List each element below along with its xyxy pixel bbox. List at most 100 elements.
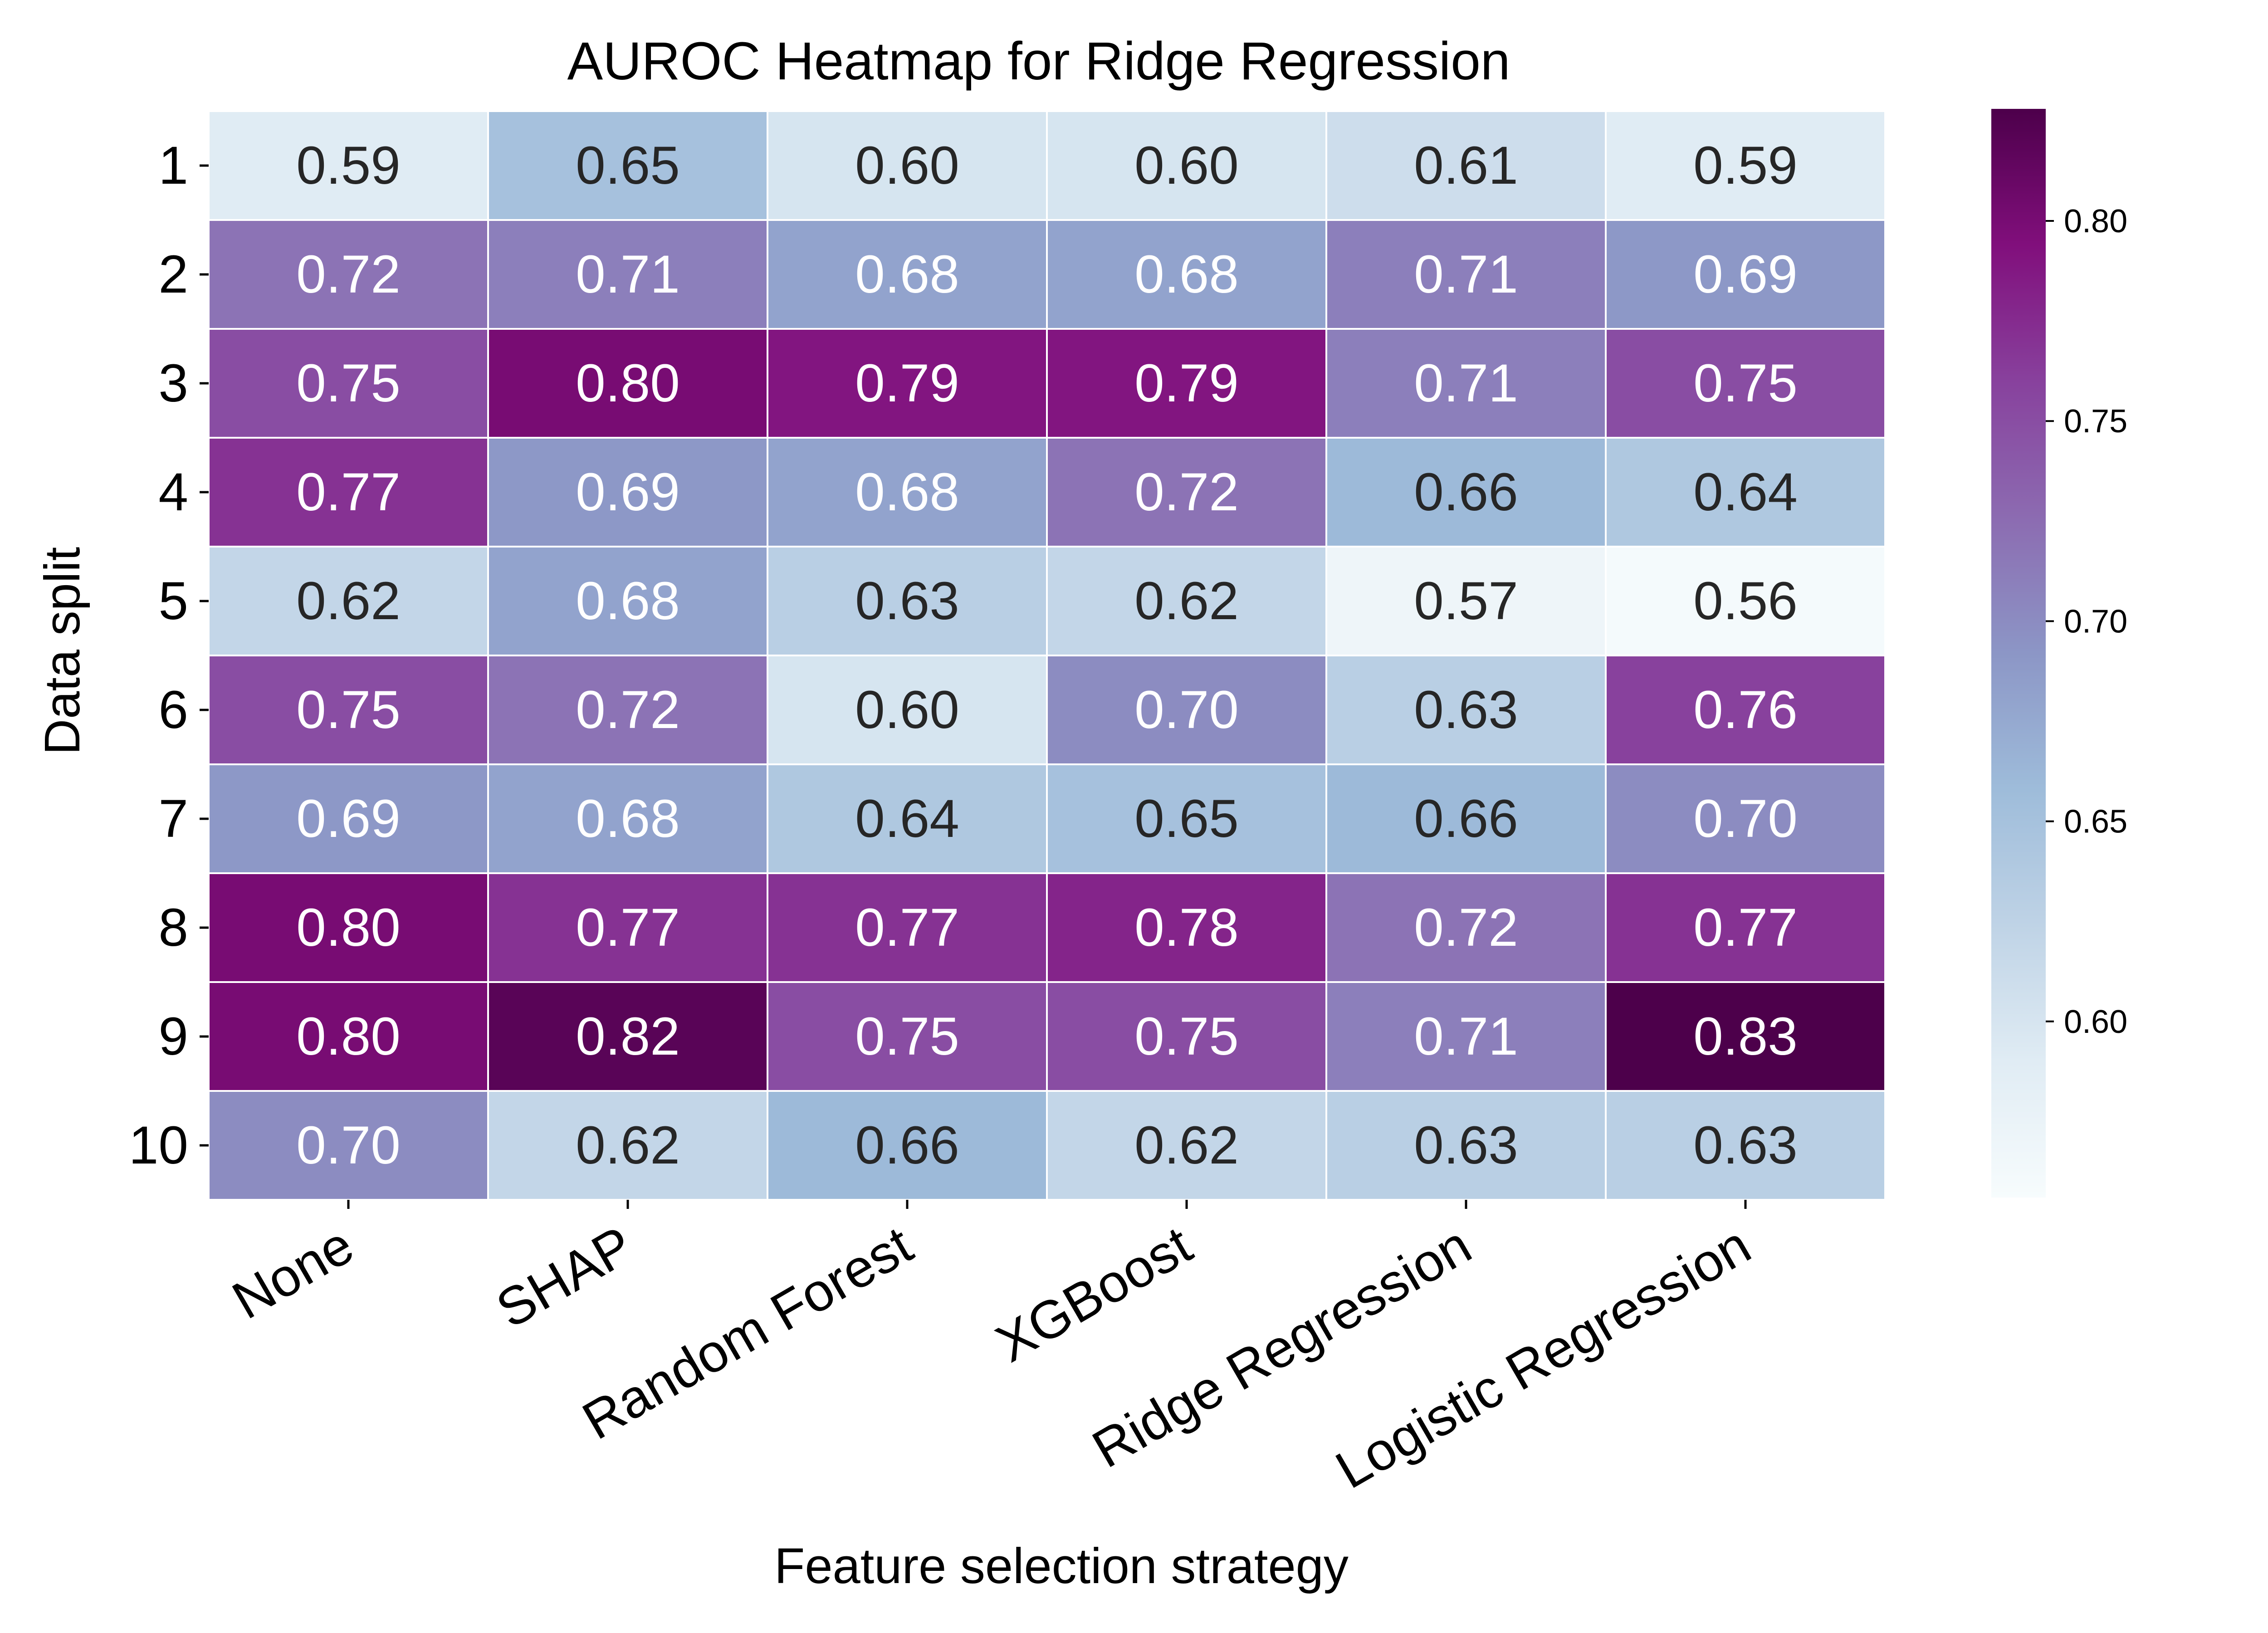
- heatmap-cell: [487, 546, 768, 656]
- y-tick-label: 2: [158, 244, 188, 304]
- cell-value-label: 0.59: [1693, 136, 1798, 196]
- cell-value-label: 0.62: [576, 1115, 680, 1175]
- heatmap-cell: [1605, 655, 1886, 765]
- cell-value-label: 0.61: [1414, 136, 1518, 196]
- cell-value-label: 0.75: [1134, 1007, 1239, 1066]
- heatmap-cell: [1325, 872, 1607, 983]
- cell-value-label: 0.77: [576, 898, 680, 958]
- cell-value-label: 0.72: [576, 680, 680, 740]
- heatmap-cell: [1046, 1090, 1327, 1201]
- cell-value-label: 0.75: [855, 1007, 959, 1066]
- cell-value-label: 0.69: [1693, 244, 1798, 304]
- cell-value-label: 0.78: [1134, 898, 1239, 958]
- heatmap-cell: [1325, 655, 1607, 765]
- cell-value-label: 0.59: [296, 136, 401, 196]
- cell-value-label: 0.60: [855, 680, 959, 740]
- cell-value-label: 0.75: [296, 680, 401, 740]
- cell-value-label: 0.70: [296, 1115, 401, 1175]
- colorbar-tick-label: 0.60: [2064, 1004, 2127, 1040]
- y-tick-label: 9: [158, 1007, 188, 1066]
- cell-value-label: 0.75: [296, 353, 401, 413]
- cell-value-label: 0.77: [855, 898, 959, 958]
- y-tick-label: 3: [158, 353, 188, 413]
- cell-value-label: 0.77: [296, 462, 401, 522]
- heatmap-cell: [1325, 546, 1607, 656]
- cell-value-label: 0.75: [1693, 353, 1798, 413]
- heatmap-cell: [1325, 437, 1607, 548]
- cell-value-label: 0.69: [576, 462, 680, 522]
- cell-value-label: 0.71: [1414, 353, 1518, 413]
- cell-value-label: 0.68: [576, 789, 680, 849]
- cell-value-label: 0.63: [855, 571, 959, 631]
- cell-value-label: 0.62: [296, 571, 401, 631]
- cell-value-label: 0.83: [1693, 1007, 1798, 1066]
- cell-value-label: 0.71: [1414, 1007, 1518, 1066]
- cell-value-label: 0.79: [855, 353, 959, 413]
- heatmap-cell: [1325, 763, 1607, 874]
- heatmap-cell: [767, 437, 1048, 548]
- heatmap-cell: [208, 328, 489, 439]
- heatmap-cell: [1605, 546, 1886, 656]
- heatmap-cells: [208, 110, 1886, 1201]
- x-axis-label: Feature selection strategy: [774, 1538, 1349, 1594]
- heatmap-cell: [208, 655, 489, 765]
- heatmap-cell: [767, 110, 1048, 221]
- colorbar-tick-label: 0.65: [2064, 804, 2127, 840]
- y-tick-label: 5: [158, 571, 188, 631]
- heatmap-cell: [767, 872, 1048, 983]
- heatmap-cell: [767, 763, 1048, 874]
- heatmap-cell: [1605, 328, 1886, 439]
- cell-value-label: 0.63: [1693, 1115, 1798, 1175]
- cell-value-label: 0.72: [296, 244, 401, 304]
- heatmap-cell: [1325, 328, 1607, 439]
- cell-value-label: 0.76: [1693, 680, 1798, 740]
- colorbar-tick-label: 0.80: [2064, 203, 2127, 240]
- heatmap-cell: [208, 219, 489, 330]
- heatmap-cell: [487, 872, 768, 983]
- heatmap-cell: [767, 328, 1048, 439]
- chart-title: AUROC Heatmap for Ridge Regression: [567, 31, 1510, 91]
- cell-value-label: 0.56: [1693, 571, 1798, 631]
- heatmap-cell: [1046, 437, 1327, 548]
- heatmap-cell: [1046, 872, 1327, 983]
- heatmap-cell: [487, 1090, 768, 1201]
- cell-value-label: 0.66: [1414, 462, 1518, 522]
- cell-value-label: 0.64: [1693, 462, 1798, 522]
- cell-value-label: 0.63: [1414, 680, 1518, 740]
- cell-value-label: 0.80: [576, 353, 680, 413]
- heatmap-cell: [1605, 981, 1886, 1092]
- colorbar-tick-label: 0.75: [2064, 403, 2127, 440]
- cell-value-label: 0.70: [1693, 789, 1798, 849]
- heatmap-cell: [1046, 981, 1327, 1092]
- cell-value-label: 0.82: [576, 1007, 680, 1066]
- heatmap-cell: [1605, 219, 1886, 330]
- cell-value-label: 0.80: [296, 1007, 401, 1066]
- heatmap-cell: [208, 872, 489, 983]
- heatmap-cell: [1046, 328, 1327, 439]
- y-axis: 1 2 3 4 5 6 7 8 9 10: [129, 136, 209, 1175]
- cell-value-label: 0.70: [1134, 680, 1239, 740]
- heatmap-cell: [1605, 763, 1886, 874]
- cell-value-label: 0.65: [1134, 789, 1239, 849]
- heatmap-cell: [487, 763, 768, 874]
- heatmap-cell: [487, 110, 768, 221]
- y-tick-label: 1: [158, 136, 188, 196]
- y-axis-label: Data split: [34, 547, 90, 755]
- heatmap-cell: [1046, 110, 1327, 221]
- cell-value-label: 0.71: [1414, 244, 1518, 304]
- heatmap-cell: [1605, 437, 1886, 548]
- cell-value-label: 0.68: [1134, 244, 1239, 304]
- y-tick-label: 7: [158, 789, 188, 849]
- heatmap-cell: [208, 546, 489, 656]
- colorbar: 0.60 0.65 0.70 0.75 0.80: [1991, 109, 2127, 1198]
- cell-value-label: 0.77: [1693, 898, 1798, 958]
- y-tick-label: 6: [158, 680, 188, 740]
- cell-value-label: 0.68: [576, 571, 680, 631]
- heatmap-cell: [1325, 1090, 1607, 1201]
- heatmap-cell: [767, 219, 1048, 330]
- heatmap-cell: [767, 981, 1048, 1092]
- heatmap-cell: [487, 219, 768, 330]
- cell-value-label: 0.65: [576, 136, 680, 196]
- colorbar-gradient: [1991, 109, 2046, 1198]
